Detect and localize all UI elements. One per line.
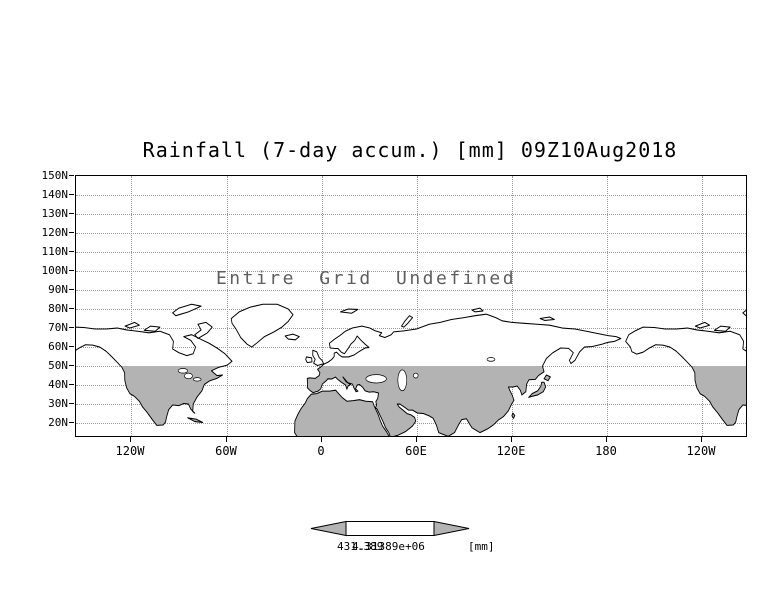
y-tick-label: 40N [48, 378, 68, 391]
x-axis-tick [225, 437, 227, 442]
undefined-grid-annotation: Entire Grid Undefined [215, 268, 517, 289]
y-axis-tick [69, 289, 74, 290]
x-axis-tick [700, 437, 702, 442]
y-tick-label: 90N [48, 283, 68, 296]
vertical-gridline [606, 176, 608, 436]
x-axis-tick [510, 437, 512, 442]
y-axis-tick [69, 346, 74, 347]
y-axis-tick [69, 327, 74, 328]
y-axis-tick [69, 175, 74, 176]
land-gray-shade-layer [76, 304, 746, 436]
y-tick-label: 110N [41, 245, 69, 258]
x-tick-label: 0 [317, 444, 325, 458]
lake-michigan-huron [184, 372, 193, 380]
x-tick-label: 120E [496, 444, 526, 458]
vertical-gridline [511, 176, 513, 436]
vertical-gridline [131, 176, 133, 436]
lake-erie-ontario [192, 377, 202, 382]
colorbar-cell [345, 521, 435, 536]
y-tick-label: 140N [41, 188, 69, 201]
x-axis-tick [415, 437, 417, 442]
lake-baikal [486, 357, 496, 362]
y-tick-label: 20N [48, 416, 68, 429]
colorbar-min-label: 431.389 [337, 540, 384, 553]
y-tick-label: 30N [48, 397, 68, 410]
y-tick-label: 150N [41, 169, 69, 182]
x-tick-label: 60W [215, 444, 237, 458]
x-axis-tick [130, 437, 132, 442]
y-tick-label: 50N [48, 359, 68, 372]
y-axis-tick [69, 194, 74, 195]
horizontal-gridline [76, 233, 746, 234]
plot-frame: Entire Grid Undefined [75, 175, 747, 437]
x-tick-label: 120W [115, 444, 145, 458]
y-tick-label: 60N [48, 340, 68, 353]
colorbar-unit-label: [mm] [468, 540, 495, 553]
vertical-gridline [416, 176, 418, 436]
horizontal-gridline [76, 271, 746, 272]
black-sea [365, 374, 387, 384]
x-tick-label: 120W [686, 444, 716, 458]
y-axis-tick [69, 422, 74, 423]
y-axis-tick [69, 251, 74, 252]
y-tick-label: 120N [41, 226, 69, 239]
x-tick-label: 60E [405, 444, 427, 458]
horizontal-gridline [76, 252, 746, 253]
y-tick-label: 80N [48, 302, 68, 315]
x-tick-label: 180 [595, 444, 617, 458]
y-axis-tick [69, 213, 74, 214]
caspian-sea [397, 369, 408, 392]
lakes-layer [177, 357, 496, 392]
y-tick-label: 70N [48, 321, 68, 334]
vertical-gridline [701, 176, 703, 436]
colorbar-left-arrowhead [310, 520, 347, 537]
y-axis-tick [69, 270, 74, 271]
x-axis-tick [320, 437, 322, 442]
y-tick-label: 130N [41, 207, 69, 220]
y-axis-tick [69, 365, 74, 366]
horizontal-gridline [76, 290, 746, 291]
horizontal-gridline [76, 328, 746, 329]
vertical-gridline [321, 176, 323, 436]
aral-sea [413, 372, 419, 379]
lake-superior [177, 368, 188, 374]
colorbar-labels: 431.389 4.31389e+06 [mm] [310, 540, 570, 556]
colorbar-right-arrowhead [433, 520, 470, 537]
x-axis-tick [605, 437, 607, 442]
y-axis-tick [69, 384, 74, 385]
chart-title: Rainfall (7-day accum.) [mm] 09Z10Aug201… [142, 138, 678, 162]
y-axis-tick [69, 308, 74, 309]
horizontal-gridline [76, 195, 746, 196]
horizontal-gridline [76, 309, 746, 310]
colorbar-max-label: 4.31389e+06 [352, 540, 425, 553]
y-axis-tick [69, 232, 74, 233]
y-tick-label: 100N [41, 264, 69, 277]
colorbar-arrow [310, 520, 470, 537]
y-axis-tick [69, 403, 74, 404]
world-map [76, 176, 746, 436]
vertical-gridline [226, 176, 228, 436]
horizontal-gridline [76, 214, 746, 215]
